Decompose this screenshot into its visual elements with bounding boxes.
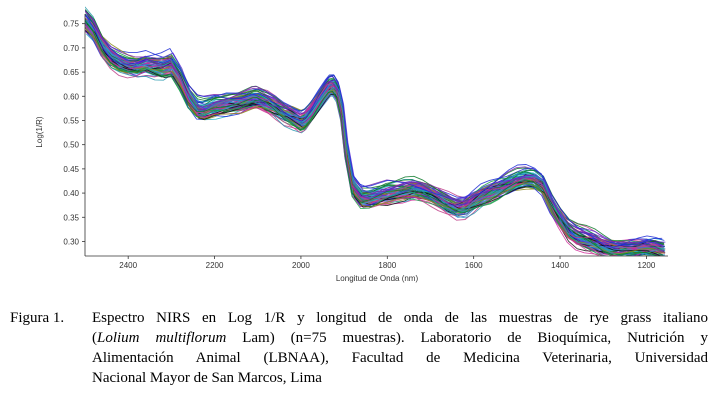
y-tick-label: 0.40 [63,189,79,198]
x-tick-label: 1200 [638,261,656,270]
caption-line-2: (Lolium multiflorum Lam) (n=75 muestras)… [92,330,708,346]
x-tick-label: 1600 [465,261,483,270]
x-tick-label: 2400 [119,261,137,270]
y-axis-ticks: 0.30 0.35 0.40 0.45 0.50 0.55 0.60 0.65 0.70 0.75 [63,20,85,246]
caption-line-4: Nacional Mayor de San Marcos, Lima [92,370,322,386]
nirs-spectrum-chart: 0.30 0.35 0.40 0.45 0.50 0.55 0.60 0.65 0.70 0.75… [35,6,668,283]
caption-body: Espectro NIRS en Log 1/R y longitud de o… [92,308,708,388]
y-tick-label: 0.60 [63,92,79,101]
caption-line-1: Espectro NIRS en Log 1/R y longitud de o… [92,310,708,326]
spectrum-line [85,19,660,256]
caption-line-3: Alimentación Animal (LBNAA), Facultad de… [92,350,708,366]
spectrum-line [85,10,663,253]
y-tick-label: 0.75 [63,20,79,29]
y-tick-label: 0.45 [63,165,79,174]
spectrum-line [85,15,665,248]
x-tick-label: 1800 [378,261,396,270]
y-tick-label: 0.30 [63,237,79,246]
y-tick-label: 0.65 [63,68,79,77]
x-tick-label: 2200 [206,261,224,270]
y-tick-label: 0.70 [63,44,79,53]
species-name: Lolium multiflorum [97,330,227,346]
x-tick-label: 1400 [551,261,569,270]
y-axis-title: Log(1/R) [35,116,44,147]
x-axis-ticks: 2400 2200 2000 1800 1600 1400 1200 [119,256,656,270]
y-tick-label: 0.55 [63,116,79,125]
caption-label: Figura 1. [10,310,65,326]
spectrum-line [86,20,666,247]
y-tick-label: 0.50 [63,141,79,150]
y-tick-label: 0.35 [63,213,79,222]
x-axis-title: Longitud de Onda (nm) [336,274,419,283]
x-tick-label: 2000 [292,261,310,270]
spectra-lines [85,6,666,256]
